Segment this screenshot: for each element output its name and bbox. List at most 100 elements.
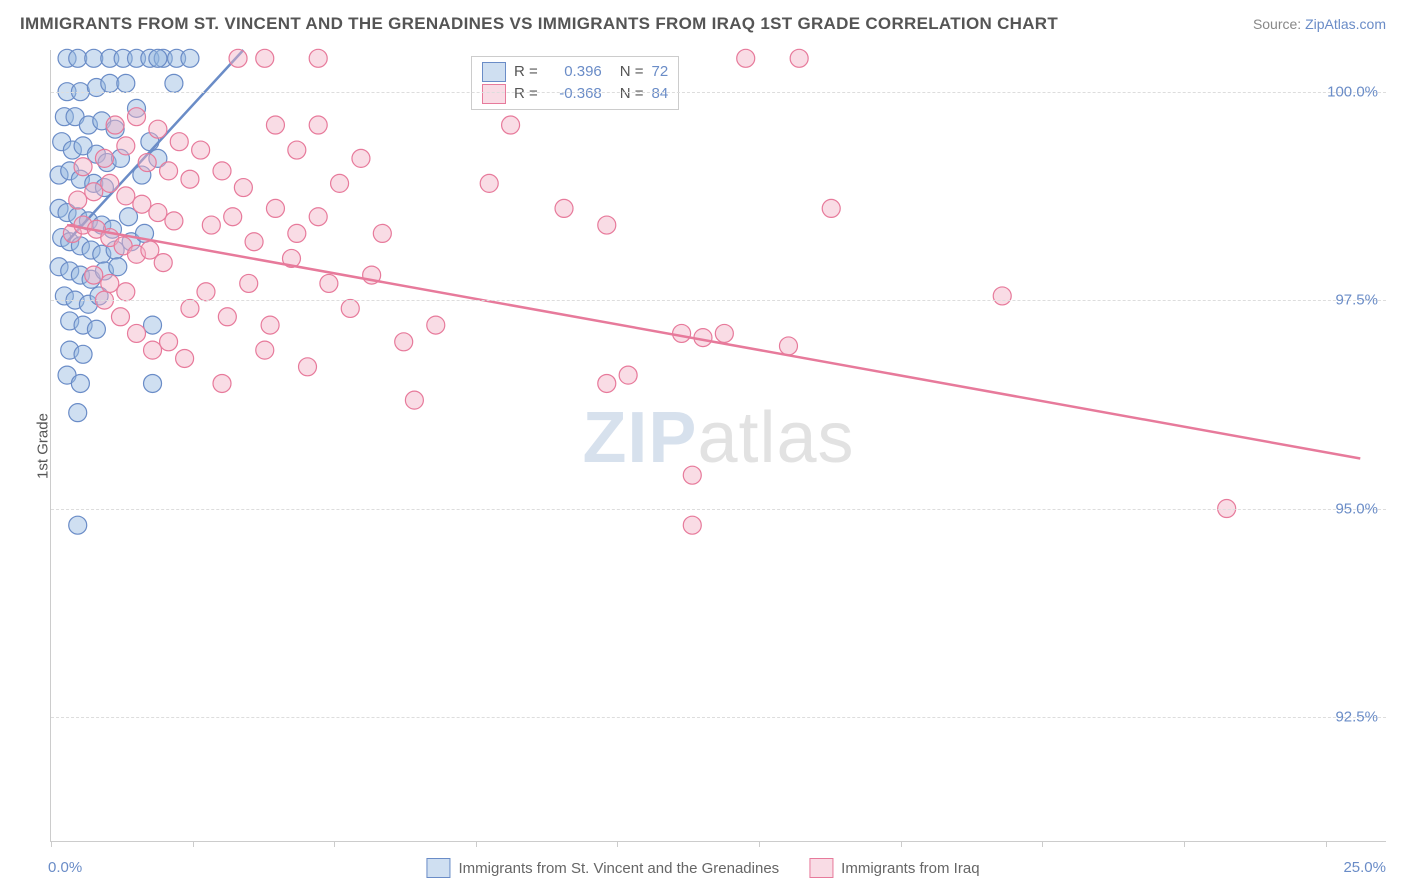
scatter-point [181, 170, 199, 188]
x-tick [476, 841, 477, 847]
scatter-point [683, 516, 701, 534]
n-value: 72 [652, 61, 669, 83]
scatter-point [117, 74, 135, 92]
x-axis-min-label: 0.0% [48, 859, 82, 876]
scatter-point [266, 199, 284, 217]
scatter-point [261, 316, 279, 334]
legend-swatch [426, 858, 450, 878]
y-tick-label: 97.5% [1335, 292, 1378, 309]
series-legend: Immigrants from St. Vincent and the Gren… [426, 858, 979, 878]
scatter-point [822, 199, 840, 217]
scatter-point [224, 208, 242, 226]
scatter-point [74, 158, 92, 176]
scatter-point [138, 154, 156, 172]
plot-area: ZIPatlas R =0.396N =72R =-0.368N =84 100… [50, 50, 1386, 842]
n-label: N = [620, 61, 644, 83]
scatter-point [288, 141, 306, 159]
correlation-legend: R = 0.396 N = 72R =-0.368N =84 [471, 56, 679, 110]
scatter-point [71, 374, 89, 392]
x-tick [901, 841, 902, 847]
scatter-point [149, 204, 167, 222]
scatter-point [111, 308, 129, 326]
legend-row: R =-0.368N =84 [482, 83, 668, 105]
scatter-point [85, 183, 103, 201]
scatter-point [181, 49, 199, 67]
chart-title: IMMIGRANTS FROM ST. VINCENT AND THE GREN… [20, 14, 1058, 34]
x-tick [51, 841, 52, 847]
x-axis-max-label: 25.0% [1343, 859, 1386, 876]
scatter-point [117, 137, 135, 155]
y-tick-label: 95.0% [1335, 500, 1378, 517]
scatter-point [192, 141, 210, 159]
x-tick [1042, 841, 1043, 847]
scatter-point [245, 233, 263, 251]
scatter-point [144, 374, 162, 392]
scatter-point [160, 162, 178, 180]
n-value: 84 [652, 83, 669, 105]
scatter-point [266, 116, 284, 134]
x-tick [1326, 841, 1327, 847]
scatter-point [106, 116, 124, 134]
scatter-point [74, 345, 92, 363]
scatter-point [427, 316, 445, 334]
scatter-point [993, 287, 1011, 305]
scatter-point [69, 191, 87, 209]
scatter-point [352, 149, 370, 167]
scatter-point [309, 49, 327, 67]
legend-label: Immigrants from Iraq [841, 860, 979, 877]
y-tick-label: 100.0% [1327, 83, 1378, 100]
scatter-point [331, 174, 349, 192]
scatter-point [149, 120, 167, 138]
scatter-point [101, 274, 119, 292]
scatter-point [218, 308, 236, 326]
scatter-point [737, 49, 755, 67]
scatter-point [405, 391, 423, 409]
scatter-point [395, 333, 413, 351]
x-tick [193, 841, 194, 847]
scatter-point [213, 374, 231, 392]
scatter-point [85, 49, 103, 67]
scatter-point [165, 212, 183, 230]
scatter-point [95, 149, 113, 167]
scatter-point [149, 49, 167, 67]
r-label: R = [514, 61, 538, 83]
scatter-point [170, 133, 188, 151]
scatter-point [128, 324, 146, 342]
scatter-point [69, 49, 87, 67]
source-link[interactable]: ZipAtlas.com [1305, 16, 1386, 32]
scatter-point [202, 216, 220, 234]
scatter-point [598, 374, 616, 392]
y-tick-label: 92.5% [1335, 708, 1378, 725]
scatter-point [555, 199, 573, 217]
scatter-point [197, 283, 215, 301]
scatter-point [176, 349, 194, 367]
scatter-point [480, 174, 498, 192]
x-tick [334, 841, 335, 847]
scatter-point [673, 324, 691, 342]
scatter-point [309, 116, 327, 134]
scatter-point [154, 254, 172, 272]
scatter-point [165, 74, 183, 92]
scatter-point [790, 49, 808, 67]
x-tick [759, 841, 760, 847]
scatter-point [117, 283, 135, 301]
gridline [51, 92, 1386, 93]
scatter-point [128, 108, 146, 126]
x-tick [617, 841, 618, 847]
scatter-point [109, 258, 127, 276]
scatter-point [341, 299, 359, 317]
scatter-point [502, 116, 520, 134]
scatter-point [779, 337, 797, 355]
legend-item: Immigrants from Iraq [809, 858, 979, 878]
r-label: R = [514, 83, 538, 105]
legend-item: Immigrants from St. Vincent and the Gren… [426, 858, 779, 878]
r-value: 0.396 [546, 61, 602, 83]
scatter-point [144, 341, 162, 359]
scatter-point [240, 274, 258, 292]
scatter-point [309, 208, 327, 226]
scatter-point [256, 341, 274, 359]
scatter-point [683, 466, 701, 484]
scatter-point [117, 187, 135, 205]
scatter-point [619, 366, 637, 384]
y-axis-label: 1st Grade [34, 413, 51, 479]
